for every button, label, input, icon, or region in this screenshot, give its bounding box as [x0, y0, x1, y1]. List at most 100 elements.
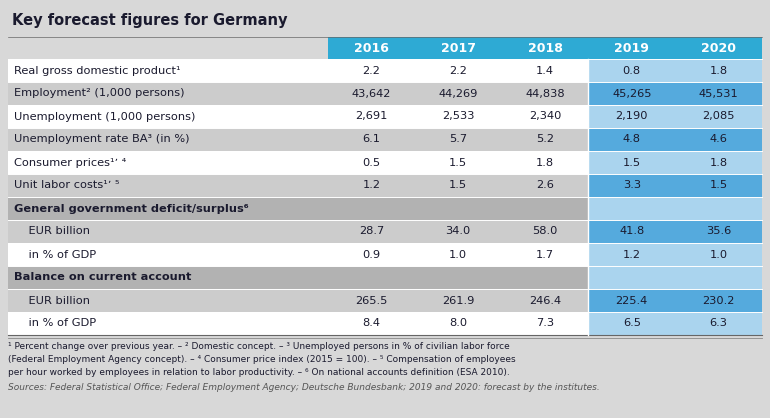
Bar: [8, 128, 328, 151]
Text: 1.0: 1.0: [709, 250, 728, 260]
Bar: [415, 151, 501, 174]
Bar: [675, 289, 762, 312]
Text: 2,691: 2,691: [355, 112, 387, 122]
Bar: [501, 151, 588, 174]
Text: 2,190: 2,190: [615, 112, 648, 122]
Text: 5.7: 5.7: [449, 135, 467, 145]
Bar: [501, 105, 588, 128]
Text: 7.3: 7.3: [536, 319, 554, 329]
Bar: [588, 220, 675, 243]
Text: 4.6: 4.6: [710, 135, 728, 145]
Bar: [501, 197, 588, 220]
Text: 230.2: 230.2: [702, 296, 735, 306]
Text: Unemployment rate BA³ (in %): Unemployment rate BA³ (in %): [14, 135, 189, 145]
Bar: [8, 105, 328, 128]
Text: EUR billion: EUR billion: [14, 227, 90, 237]
Bar: [415, 312, 501, 335]
Bar: [8, 220, 328, 243]
Bar: [588, 105, 675, 128]
Bar: [328, 174, 415, 197]
Bar: [328, 151, 415, 174]
Text: 44,269: 44,269: [438, 89, 478, 99]
Bar: [415, 37, 501, 59]
Bar: [8, 174, 328, 197]
Bar: [415, 82, 501, 105]
Text: in % of GDP: in % of GDP: [14, 250, 96, 260]
Text: 28.7: 28.7: [359, 227, 384, 237]
Bar: [501, 37, 588, 59]
Bar: [588, 37, 675, 59]
Bar: [8, 151, 328, 174]
Text: 2.6: 2.6: [536, 181, 554, 191]
Bar: [415, 289, 501, 312]
Bar: [675, 128, 762, 151]
Bar: [8, 289, 328, 312]
Bar: [675, 105, 762, 128]
Bar: [8, 5, 762, 37]
Bar: [675, 197, 762, 220]
Bar: [415, 128, 501, 151]
Text: Employment² (1,000 persons): Employment² (1,000 persons): [14, 89, 185, 99]
Text: Balance on current account: Balance on current account: [14, 273, 192, 283]
Text: 1.8: 1.8: [709, 158, 728, 168]
Text: 1.5: 1.5: [449, 158, 467, 168]
Bar: [675, 220, 762, 243]
Bar: [8, 243, 328, 266]
Bar: [415, 220, 501, 243]
Bar: [675, 174, 762, 197]
Text: 3.3: 3.3: [623, 181, 641, 191]
Text: 2.2: 2.2: [449, 66, 467, 76]
Bar: [501, 174, 588, 197]
Bar: [8, 312, 328, 335]
Text: Key forecast figures for Germany: Key forecast figures for Germany: [12, 13, 287, 28]
Text: EUR billion: EUR billion: [14, 296, 90, 306]
Text: 2,533: 2,533: [442, 112, 474, 122]
Bar: [8, 197, 328, 220]
Text: Consumer prices¹ʼ ⁴: Consumer prices¹ʼ ⁴: [14, 158, 126, 168]
Text: Real gross domestic product¹: Real gross domestic product¹: [14, 66, 180, 76]
Text: 2017: 2017: [440, 41, 476, 54]
Bar: [501, 289, 588, 312]
Bar: [8, 82, 328, 105]
Text: 2,340: 2,340: [529, 112, 561, 122]
Bar: [588, 82, 675, 105]
Bar: [328, 243, 415, 266]
Bar: [675, 37, 762, 59]
Text: 1.5: 1.5: [623, 158, 641, 168]
Bar: [588, 243, 675, 266]
Text: 58.0: 58.0: [532, 227, 557, 237]
Bar: [328, 289, 415, 312]
Bar: [675, 82, 762, 105]
Bar: [328, 220, 415, 243]
Bar: [8, 266, 328, 289]
Text: 1.7: 1.7: [536, 250, 554, 260]
Text: 35.6: 35.6: [706, 227, 732, 237]
Bar: [675, 266, 762, 289]
Bar: [588, 312, 675, 335]
Text: 2.2: 2.2: [363, 66, 380, 76]
Bar: [415, 266, 501, 289]
Bar: [328, 266, 415, 289]
Text: 5.2: 5.2: [536, 135, 554, 145]
Text: 2020: 2020: [701, 41, 736, 54]
Bar: [675, 243, 762, 266]
Bar: [501, 82, 588, 105]
Bar: [8, 37, 328, 59]
Bar: [501, 266, 588, 289]
Bar: [588, 59, 675, 82]
Bar: [328, 37, 415, 59]
Bar: [588, 151, 675, 174]
Text: 1.8: 1.8: [709, 66, 728, 76]
Text: 0.8: 0.8: [623, 66, 641, 76]
Bar: [415, 59, 501, 82]
Text: 1.4: 1.4: [536, 66, 554, 76]
Text: 1.0: 1.0: [449, 250, 467, 260]
Text: 8.0: 8.0: [449, 319, 467, 329]
Text: 45,531: 45,531: [698, 89, 738, 99]
Text: 2,085: 2,085: [702, 112, 735, 122]
Text: Unemployment (1,000 persons): Unemployment (1,000 persons): [14, 112, 196, 122]
Text: 1.5: 1.5: [449, 181, 467, 191]
Text: 265.5: 265.5: [355, 296, 387, 306]
Bar: [501, 59, 588, 82]
Text: 1.2: 1.2: [363, 181, 380, 191]
